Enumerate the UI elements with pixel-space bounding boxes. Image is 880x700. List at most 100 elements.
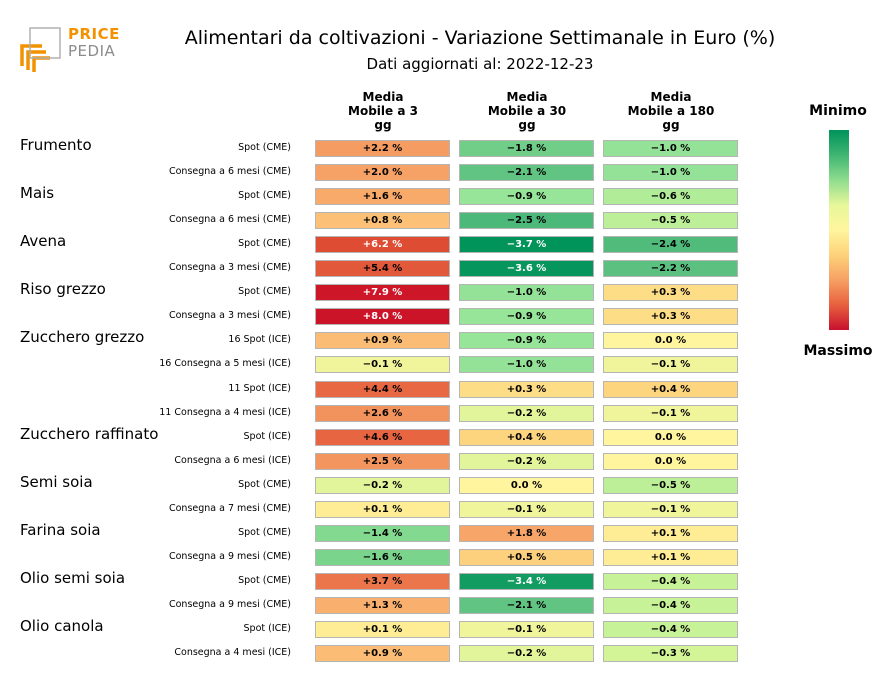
heatmap-cell: −0.2 % xyxy=(459,452,594,470)
contract-label: Spot (CME) xyxy=(238,574,291,586)
heatmap-cell: −0.5 % xyxy=(603,212,738,230)
heatmap-cell: +0.4 % xyxy=(459,428,594,446)
heatmap-cell: 0.0 % xyxy=(603,428,738,446)
heatmap-cell: −0.2 % xyxy=(459,645,594,663)
logo-mark-icon xyxy=(20,27,61,72)
heatmap-cell: −0.1 % xyxy=(459,500,594,518)
pricepedia-logo: PRICE PEDIA xyxy=(20,24,130,74)
heatmap-cell: +0.8 % xyxy=(315,212,450,230)
heatmap-cell: −1.0 % xyxy=(459,284,594,302)
heatmap-cell: 0.0 % xyxy=(459,476,594,494)
commodity-label: Olio canola xyxy=(20,617,104,635)
heatmap-cell: +7.9 % xyxy=(315,284,450,302)
heatmap-cell: +6.2 % xyxy=(315,236,450,254)
heatmap-cell: −3.4 % xyxy=(459,572,594,590)
column-header: Media Mobile a 180 gg xyxy=(627,90,715,132)
heatmap-cell: −0.6 % xyxy=(603,188,738,206)
heatmap-cell: +2.6 % xyxy=(315,404,450,422)
contract-label: Spot (CME) xyxy=(238,190,291,202)
contract-label: Consegna a 7 mesi (CME) xyxy=(168,502,291,514)
heatmap-cell: −1.8 % xyxy=(459,140,594,157)
heatmap-cell: +1.8 % xyxy=(459,524,594,542)
heatmap-cell: −0.1 % xyxy=(459,621,594,638)
commodity-label: Zucchero grezzo xyxy=(20,328,145,347)
heatmap-cell: −0.2 % xyxy=(315,476,450,494)
heatmap-cell: −3.6 % xyxy=(459,260,594,278)
heatmap-cell: −0.4 % xyxy=(603,572,738,590)
commodity-label: Avena xyxy=(20,232,67,251)
heatmap-cell: −0.1 % xyxy=(315,356,450,374)
heatmap-cell: +0.4 % xyxy=(603,380,738,398)
heatmap-cell: −1.0 % xyxy=(603,164,738,182)
contract-label: Consegna a 9 mesi (CME) xyxy=(168,598,291,610)
contract-label: Spot (CME) xyxy=(238,478,291,490)
commodity-label: Frumento xyxy=(20,136,92,154)
heatmap-cell: +2.5 % xyxy=(315,452,450,470)
commodity-label: Olio semi soia xyxy=(20,568,126,587)
heatmap-cell: −0.1 % xyxy=(603,356,738,374)
heatmap-cell: +0.1 % xyxy=(603,548,738,566)
heatmap-cell: +1.6 % xyxy=(315,188,450,206)
contract-label: Spot (CME) xyxy=(238,286,291,298)
heatmap-cell: +0.3 % xyxy=(459,380,594,398)
heatmap-cell: +2.0 % xyxy=(315,164,450,182)
contract-label: Consegna a 9 mesi (CME) xyxy=(168,550,291,562)
heatmap-cell: +0.9 % xyxy=(315,645,450,663)
heatmap-cell: −3.7 % xyxy=(459,236,594,254)
heatmap-cell: +2.2 % xyxy=(315,140,450,157)
contract-label: 11 Consegna a 4 mesi (ICE) xyxy=(159,406,291,418)
heatmap-cell: −0.3 % xyxy=(603,645,738,663)
contract-label: Consegna a 6 mesi (CME) xyxy=(168,166,291,178)
heatmap-cell: +8.0 % xyxy=(315,308,450,326)
legend-max-label: Massimo xyxy=(803,343,873,359)
heatmap-cell: −0.4 % xyxy=(603,621,738,638)
contract-label: Spot (CME) xyxy=(238,526,291,538)
contract-label: Spot (ICE) xyxy=(243,430,291,442)
heatmap-cell: −0.9 % xyxy=(459,188,594,206)
contract-label: Spot (CME) xyxy=(238,238,291,250)
heatmap-cell: −2.1 % xyxy=(459,596,594,614)
heatmap-cell: −0.1 % xyxy=(603,404,738,422)
heatmap-cell: −0.9 % xyxy=(459,308,594,326)
contract-label: 16 Consegna a 5 mesi (ICE) xyxy=(159,358,291,370)
commodity-label: Semi soia xyxy=(20,472,93,491)
heatmap-cell: +0.3 % xyxy=(603,284,738,302)
column-header: Media Mobile a 30 gg xyxy=(487,90,567,132)
heatmap-cell: −2.4 % xyxy=(603,236,738,254)
heatmap-cell: −0.4 % xyxy=(603,596,738,614)
heatmap-cell: +5.4 % xyxy=(315,260,450,278)
contract-label: 16 Spot (ICE) xyxy=(228,334,291,346)
contract-label: Consegna a 6 mesi (ICE) xyxy=(174,454,291,466)
column-header: Media Mobile a 3 gg xyxy=(348,90,418,132)
legend-min-label: Minimo xyxy=(809,103,867,119)
commodity-label: Mais xyxy=(20,184,55,203)
heatmap-cell: −2.2 % xyxy=(603,260,738,278)
chart-title: Alimentari da coltivazioni - Variazione … xyxy=(184,27,776,49)
heatmap-cell: +0.1 % xyxy=(315,500,450,518)
contract-label: Spot (ICE) xyxy=(243,623,291,634)
commodity-label: Riso grezzo xyxy=(20,280,106,299)
heatmap-cell: +0.3 % xyxy=(603,308,738,326)
heatmap-cell: −2.5 % xyxy=(459,212,594,230)
contract-label: Consegna a 4 mesi (ICE) xyxy=(174,647,291,659)
commodity-label: Farina soia xyxy=(20,520,101,539)
heatmap-cell: −0.5 % xyxy=(603,476,738,494)
heatmap-cell: +4.4 % xyxy=(315,380,450,398)
heatmap-cell: +1.3 % xyxy=(315,596,450,614)
logo-word-price: PRICE xyxy=(68,25,120,43)
heatmap-cell: −0.9 % xyxy=(459,332,594,350)
heatmap-cell: −1.0 % xyxy=(603,140,738,157)
heatmap-cell: −0.1 % xyxy=(603,500,738,518)
heatmap-cell: +0.9 % xyxy=(315,332,450,350)
heatmap-cell: +0.5 % xyxy=(459,548,594,566)
heatmap-cell: +3.7 % xyxy=(315,572,450,590)
heatmap-cell: +4.6 % xyxy=(315,428,450,446)
heatmap-cell: −1.4 % xyxy=(315,524,450,542)
heatmap-cell: −1.0 % xyxy=(459,356,594,374)
heatmap-cell: −1.6 % xyxy=(315,548,450,566)
contract-label: Consegna a 3 mesi (CME) xyxy=(168,262,291,274)
legend-color-scale xyxy=(829,130,849,330)
contract-label: 11 Spot (ICE) xyxy=(228,382,291,394)
heatmap-cell: +0.1 % xyxy=(315,621,450,638)
contract-label: Spot (CME) xyxy=(238,142,291,153)
